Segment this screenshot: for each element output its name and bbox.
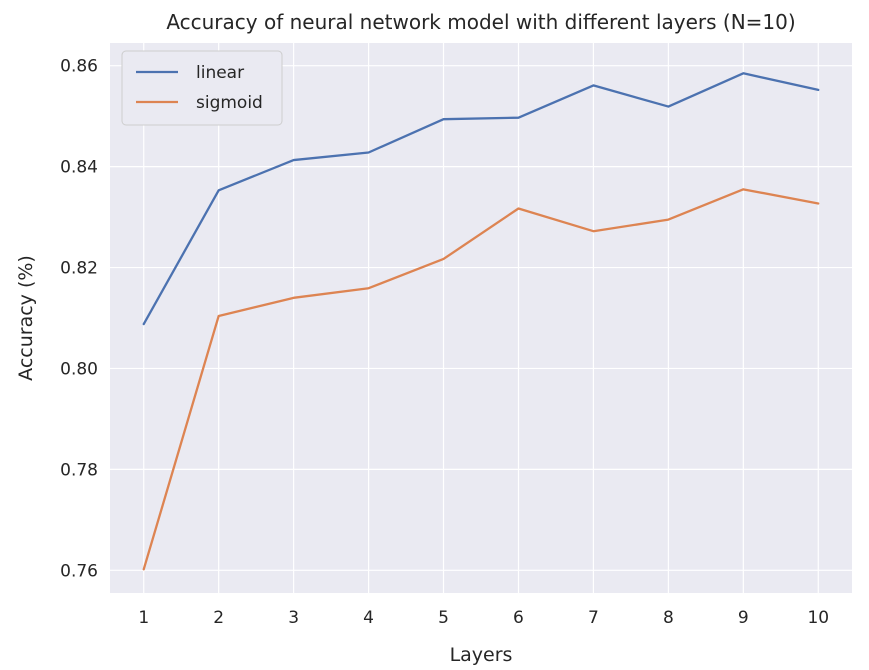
x-tick-label: 5 xyxy=(438,608,449,628)
x-tick-label: 1 xyxy=(138,608,149,628)
y-tick-label: 0.80 xyxy=(60,359,98,379)
x-tick-label: 6 xyxy=(513,608,524,628)
legend: linear sigmoid xyxy=(121,50,283,126)
y-tick-label: 0.82 xyxy=(60,259,98,279)
x-tick-label: 3 xyxy=(288,608,299,628)
x-tick-label: 4 xyxy=(363,608,374,628)
x-axis-label: Layers xyxy=(450,644,513,666)
series-line-sigmoid xyxy=(142,188,820,571)
y-tick-label: 0.76 xyxy=(60,561,98,581)
y-tick-label: 0.78 xyxy=(60,460,98,480)
x-tick-label: 7 xyxy=(588,608,599,628)
chart-title: Accuracy of neural network model with di… xyxy=(166,10,795,34)
grid xyxy=(110,43,852,593)
series-line-linear xyxy=(142,72,820,326)
y-tick-label: 0.86 xyxy=(60,57,98,77)
legend-linear-label: linear xyxy=(196,63,244,83)
series-layer xyxy=(142,72,820,571)
legend-sigmoid-label: sigmoid xyxy=(196,93,263,113)
x-tick-label: 9 xyxy=(738,608,749,628)
x-tick-labels: 1 2 3 4 5 6 7 8 9 10 xyxy=(138,608,829,628)
y-axis-label: Accuracy (%) xyxy=(15,255,37,381)
x-tick-label: 2 xyxy=(213,608,224,628)
x-tick-label: 8 xyxy=(663,608,674,628)
y-tick-labels: 0.76 0.78 0.80 0.82 0.84 0.86 xyxy=(60,57,98,582)
x-tick-label: 10 xyxy=(807,608,829,628)
legend-box xyxy=(121,50,283,126)
y-tick-label: 0.84 xyxy=(60,158,98,178)
plot-background xyxy=(110,43,852,593)
